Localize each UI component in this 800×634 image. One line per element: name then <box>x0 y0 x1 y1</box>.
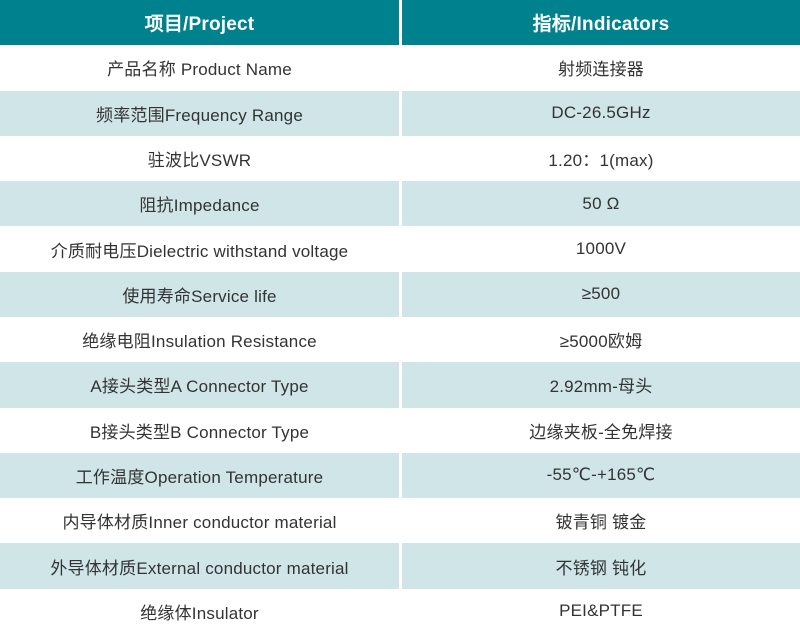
project-cell: B接头类型B Connector Type <box>0 407 399 453</box>
table-row: 内导体材质Inner conductor material 铍青铜 镀金 <box>0 498 800 544</box>
table-row: 驻波比VSWR 1.20：1(max) <box>0 135 800 182</box>
table-row: 使用寿命Service life ≥500 <box>0 271 800 317</box>
project-cell: 驻波比VSWR <box>0 135 399 182</box>
table-row: 频率范围Frequency Range DC-26.5GHz <box>0 90 800 136</box>
indicator-cell: 50 Ω <box>402 181 800 227</box>
project-cell: 频率范围Frequency Range <box>0 90 399 136</box>
project-cell: 绝缘电阻Insulation Resistance <box>0 316 399 363</box>
column-divider <box>399 135 402 182</box>
column-divider <box>399 588 402 634</box>
project-cell: 内导体材质Inner conductor material <box>0 498 399 544</box>
column-divider <box>399 362 402 408</box>
column-divider <box>399 543 402 589</box>
indicator-cell: 射频连接器 <box>402 45 800 91</box>
table-header-row: 项目/Project 指标/Indicators <box>0 0 800 46</box>
table-row: 绝缘体Insulator PEI&PTFE <box>0 588 800 634</box>
table-row: 介质耐电压Dielectric withstand voltage 1000V <box>0 226 800 272</box>
indicator-cell: 1.20：1(max) <box>402 135 800 182</box>
indicator-cell: DC-26.5GHz <box>402 90 800 136</box>
indicator-cell: 不锈钢 钝化 <box>402 543 800 589</box>
project-cell: 外导体材质External conductor material <box>0 543 399 589</box>
indicator-cell: 铍青铜 镀金 <box>402 498 800 544</box>
project-cell: 工作温度Operation Temperature <box>0 452 399 499</box>
project-cell: 产品名称 Product Name <box>0 45 399 91</box>
column-divider <box>399 90 402 136</box>
column-divider <box>399 0 402 46</box>
table-row: 绝缘电阻Insulation Resistance ≥5000欧姆 <box>0 316 800 363</box>
table-row: 产品名称 Product Name 射频连接器 <box>0 45 800 91</box>
project-cell: A接头类型A Connector Type <box>0 362 399 408</box>
indicator-cell: PEI&PTFE <box>402 588 800 634</box>
column-divider <box>399 181 402 227</box>
project-cell: 介质耐电压Dielectric withstand voltage <box>0 226 399 272</box>
project-cell: 阻抗Impedance <box>0 181 399 227</box>
table-row: 外导体材质External conductor material 不锈钢 钝化 <box>0 543 800 589</box>
column-divider <box>399 271 402 317</box>
table-row: B接头类型B Connector Type 边缘夹板-全免焊接 <box>0 407 800 453</box>
indicator-cell: ≥500 <box>402 271 800 317</box>
header-project: 项目/Project <box>0 0 399 46</box>
table-row: 阻抗Impedance 50 Ω <box>0 181 800 227</box>
indicator-cell: ≥5000欧姆 <box>402 316 800 363</box>
indicator-cell: 边缘夹板-全免焊接 <box>402 407 800 453</box>
header-indicators: 指标/Indicators <box>402 0 800 46</box>
column-divider <box>399 226 402 272</box>
project-cell: 绝缘体Insulator <box>0 588 399 634</box>
indicator-cell: -55℃-+165℃ <box>402 452 800 499</box>
column-divider <box>399 452 402 499</box>
column-divider <box>399 316 402 363</box>
table-row: A接头类型A Connector Type 2.92mm-母头 <box>0 362 800 408</box>
column-divider <box>399 407 402 453</box>
table-row: 工作温度Operation Temperature -55℃-+165℃ <box>0 452 800 499</box>
indicator-cell: 2.92mm-母头 <box>402 362 800 408</box>
column-divider <box>399 45 402 91</box>
indicator-cell: 1000V <box>402 226 800 272</box>
column-divider <box>399 498 402 544</box>
project-cell: 使用寿命Service life <box>0 271 399 317</box>
